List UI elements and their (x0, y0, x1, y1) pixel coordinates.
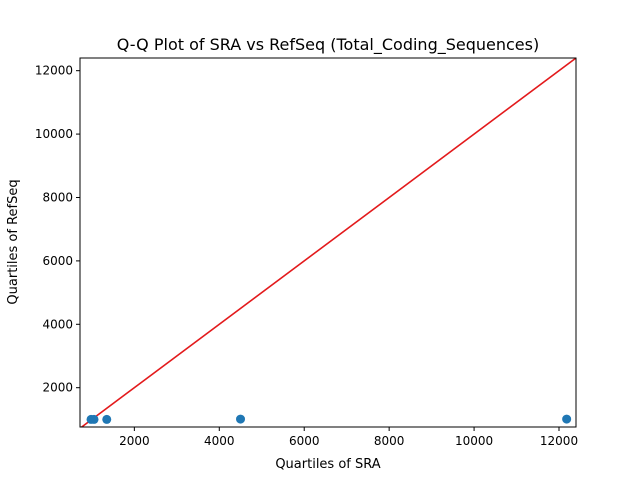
data-point (89, 414, 99, 424)
chart-title: Q-Q Plot of SRA vs RefSeq (Total_Coding_… (117, 35, 539, 55)
y-tick-label: 6000 (42, 254, 73, 268)
x-tick-label: 10000 (455, 434, 493, 448)
x-tick-label: 12000 (540, 434, 578, 448)
y-tick-label: 4000 (42, 317, 73, 331)
x-axis-ticks: 2000 4000 6000 8000 10000 12000 (119, 427, 578, 448)
data-point (236, 414, 246, 424)
data-point (102, 414, 112, 424)
x-tick-label: 6000 (289, 434, 320, 448)
y-tick-label: 12000 (35, 64, 73, 78)
x-tick-label: 2000 (119, 434, 150, 448)
y-tick-label: 2000 (42, 381, 73, 395)
x-tick-label: 8000 (374, 434, 405, 448)
plot-area (80, 58, 576, 427)
y-axis-ticks: 2000 4000 6000 8000 10000 12000 (35, 64, 80, 395)
x-axis-label: Quartiles of SRA (275, 457, 380, 472)
plot-frame (79, 57, 577, 428)
data-point (562, 414, 572, 424)
x-tick-label: 4000 (204, 434, 235, 448)
y-tick-label: 8000 (42, 190, 73, 204)
y-axis-label: Quartiles of RefSeq (6, 179, 21, 304)
y-tick-label: 10000 (35, 127, 73, 141)
reference-line (80, 58, 576, 427)
